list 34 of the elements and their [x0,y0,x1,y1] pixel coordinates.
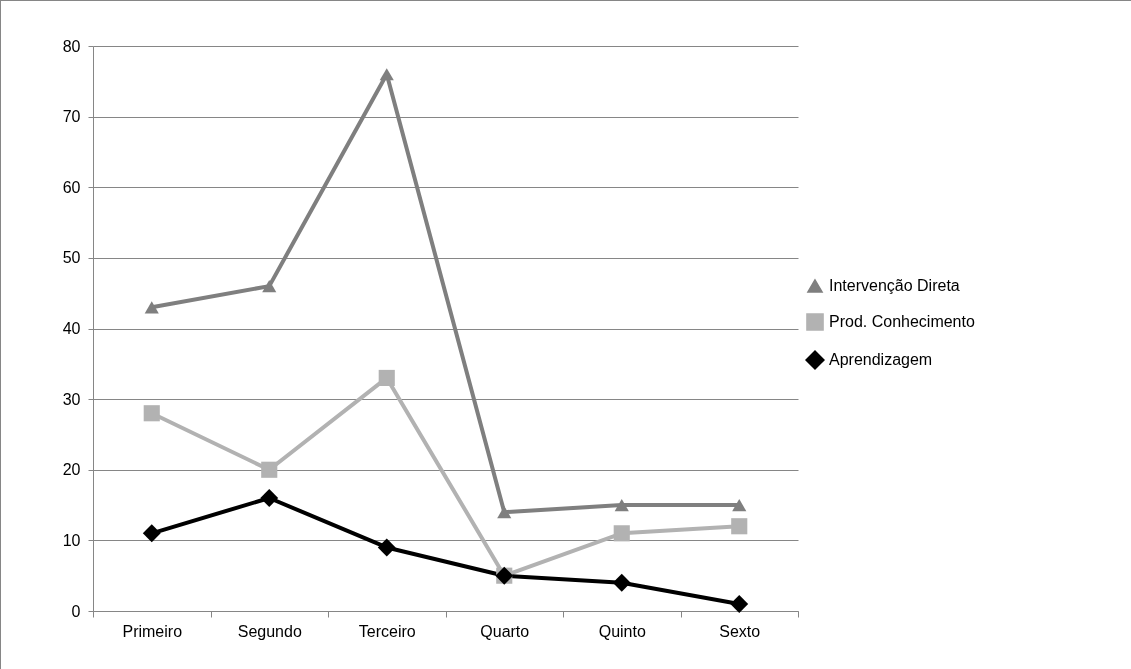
x-tick-label: Sexto [719,622,761,640]
point [262,280,277,293]
y-tick-label: 60 [62,178,81,196]
y-tick-label: 70 [62,108,81,126]
y-tick-label: 10 [62,531,81,549]
point [379,68,394,81]
y-tick-label: 50 [62,249,81,267]
point [730,594,749,613]
point [142,524,161,543]
x-tick-label: Quinto [598,622,646,640]
point [261,461,278,478]
x-tick-label: Quarto [480,622,530,640]
point [612,573,631,592]
point [378,369,395,386]
y-tick-label: 40 [62,320,81,337]
y-tick-label: 20 [62,461,81,479]
point [144,301,159,314]
point [731,518,748,535]
legend-label: Prod. Conhecimento [829,313,975,330]
point [497,506,512,519]
point [143,405,160,422]
point [614,498,629,512]
y-tick-label: 80 [62,37,81,55]
point [613,525,630,542]
point [732,498,747,512]
x-tick-label: Primeiro [122,622,183,640]
x-tick-label: Terceiro [358,622,416,640]
y-tick-label: 0 [71,602,81,620]
legend-label: Aprendizagem [829,351,933,368]
x-tick-label: Segundo [237,622,302,640]
point [377,538,396,557]
legend-label: Intervenção Direta [829,277,960,294]
point [260,489,279,507]
y-tick-label: 30 [62,390,81,408]
